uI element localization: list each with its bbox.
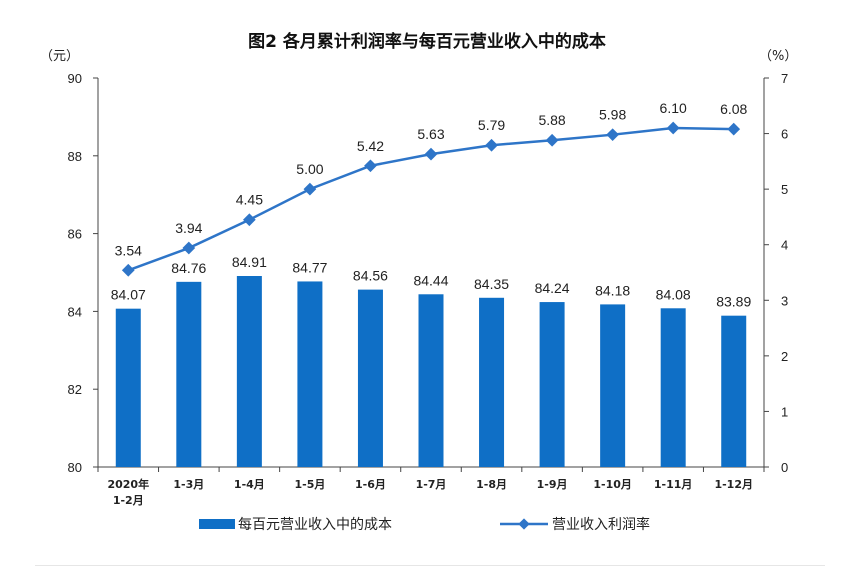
- line-point: [121, 263, 135, 277]
- bar: [418, 294, 444, 467]
- left-tick-label: 88: [68, 149, 82, 164]
- bar: [600, 304, 626, 467]
- bar: [176, 281, 202, 467]
- line-point: [545, 133, 559, 147]
- line-value-label: 5.42: [357, 138, 384, 154]
- x-tick-label: 1-9月: [537, 478, 568, 491]
- line-point: [242, 213, 256, 227]
- line-point: [364, 159, 377, 173]
- right-tick-label: 5: [781, 182, 788, 197]
- bar-value-label: 84.56: [353, 268, 388, 284]
- line-point: [606, 128, 620, 142]
- x-tick-label: 1-7月: [416, 478, 447, 491]
- right-tick-label: 3: [781, 293, 788, 308]
- bar-value-label: 84.07: [111, 287, 146, 303]
- bar: [357, 289, 383, 467]
- right-tick-label: 0: [781, 460, 788, 475]
- left-tick-label: 80: [68, 460, 82, 475]
- line-value-label: 5.00: [296, 161, 323, 177]
- bottom-divider: [35, 565, 825, 566]
- x-tick-label: 1-3月: [173, 478, 204, 491]
- bar: [660, 308, 686, 467]
- line-point: [485, 138, 498, 152]
- bar-value-label: 84.24: [535, 280, 570, 296]
- bar-value-label: 84.76: [171, 260, 206, 276]
- bar: [236, 276, 262, 467]
- line-value-label: 5.98: [599, 107, 626, 123]
- line-value-label: 6.08: [720, 101, 747, 117]
- line-value-label: 3.94: [175, 220, 202, 236]
- line-value-label: 5.63: [417, 126, 444, 142]
- x-tick-label: 2020年 1-2月: [107, 477, 149, 507]
- line-value-label: 5.88: [538, 112, 565, 128]
- right-tick-label: 1: [781, 404, 788, 419]
- line-point: [303, 182, 317, 196]
- line-value-label: 6.10: [660, 100, 687, 116]
- legend-bar-label: 每百元营业收入中的成本: [238, 517, 392, 533]
- legend-line-label: 营业收入利润率: [552, 516, 650, 533]
- right-tick-label: 4: [781, 238, 788, 253]
- bar-value-label: 83.89: [716, 294, 751, 310]
- x-tick-label: 1-10月: [593, 478, 632, 491]
- bar-value-label: 84.77: [292, 259, 327, 275]
- left-tick-label: 86: [68, 227, 82, 242]
- right-axis-unit: （%）: [759, 49, 797, 64]
- left-tick-label: 84: [68, 304, 82, 319]
- x-tick-label: 1-5月: [294, 478, 325, 491]
- chart-title: 图2 各月累计利润率与每百元营业收入中的成本: [248, 31, 606, 52]
- x-tick-label: 1-8月: [476, 478, 507, 491]
- left-axis-unit: （元）: [40, 49, 79, 64]
- plot-area: 80 82 84 86 88 90 0 1 2 3 4 5 6 7 2020年 1-2月 1-3月 1-4月 1-5…: [68, 71, 789, 507]
- line-value-label: 5.79: [478, 117, 505, 133]
- right-tick-label: 2: [781, 349, 788, 364]
- line-point: [182, 241, 196, 255]
- right-tick-label: 7: [781, 71, 788, 86]
- bar: [721, 315, 747, 467]
- bar-value-label: 84.08: [656, 286, 691, 302]
- line-point: [727, 122, 741, 136]
- x-tick-label: 1-4月: [234, 478, 265, 491]
- bar-value-label: 84.91: [232, 254, 267, 270]
- line-point: [666, 121, 680, 135]
- line-value-label: 4.45: [236, 192, 263, 208]
- bar: [479, 297, 505, 467]
- bar-value-label: 84.18: [595, 282, 630, 298]
- bar: [297, 281, 323, 467]
- bar: [115, 308, 141, 467]
- x-tick-label: 1-6月: [355, 478, 386, 491]
- left-tick-label: 90: [68, 71, 82, 86]
- x-tick-label: 1-12月: [714, 478, 753, 491]
- left-tick-label: 82: [68, 382, 82, 397]
- right-tick-label: 6: [781, 127, 788, 142]
- legend-line-marker: [518, 518, 530, 530]
- legend: 每百元营业收入中的成本 营业收入利润率: [199, 516, 650, 533]
- x-tick-label: 1-11月: [654, 478, 693, 491]
- bar-value-label: 84.44: [413, 272, 448, 288]
- legend-bar-swatch: [199, 519, 235, 529]
- bar-value-label: 84.35: [474, 276, 509, 292]
- line-point: [424, 147, 438, 161]
- bar: [539, 302, 565, 467]
- line-value-label: 3.54: [115, 242, 142, 258]
